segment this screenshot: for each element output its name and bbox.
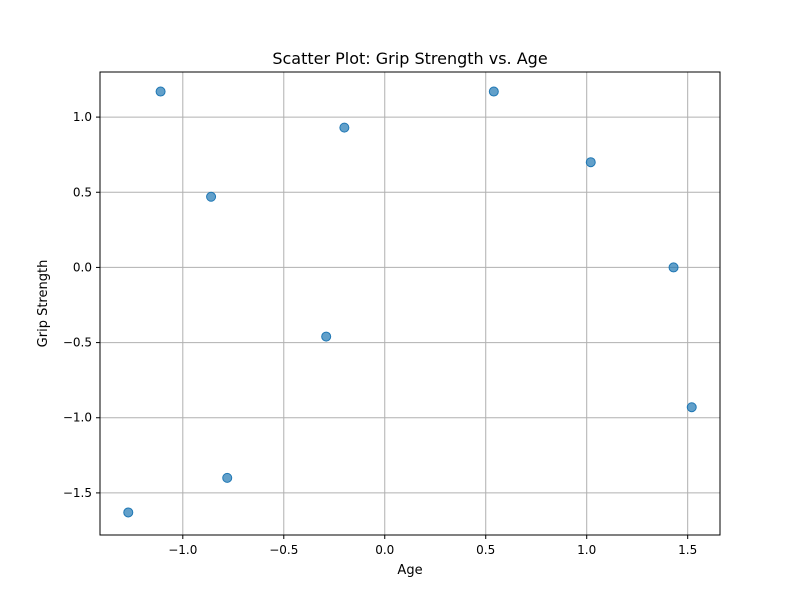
x-tick-label: −1.0 <box>168 543 197 557</box>
y-axis-label: Grip Strength <box>36 260 51 348</box>
chart-title: Scatter Plot: Grip Strength vs. Age <box>272 49 547 68</box>
x-tick-label: 0.0 <box>375 543 394 557</box>
plot-frame <box>99 71 721 536</box>
data-point <box>488 86 499 97</box>
x-tick-label: 1.0 <box>577 543 596 557</box>
data-point <box>686 402 697 413</box>
data-point <box>339 122 350 133</box>
y-axis-ticks: −1.5 −1.0 −0.5 0.0 0.5 1.0 <box>63 110 100 500</box>
y-tick-label: −1.5 <box>63 486 92 500</box>
y-tick-label: 1.0 <box>73 110 92 124</box>
data-point <box>321 331 332 342</box>
y-tick-label: −0.5 <box>63 336 92 350</box>
x-tick-label: 1.5 <box>678 543 697 557</box>
x-axis-label: Age <box>397 563 422 578</box>
data-point <box>222 472 233 483</box>
x-tick-label: −0.5 <box>269 543 298 557</box>
y-tick-label: 0.5 <box>73 185 92 199</box>
data-point <box>585 157 596 168</box>
x-tick-label: 0.5 <box>476 543 495 557</box>
y-tick-label: 0.0 <box>73 260 92 274</box>
y-tick-label: −1.0 <box>63 411 92 425</box>
x-axis-ticks: −1.0 −0.5 0.0 0.5 1.0 1.5 <box>168 535 697 557</box>
data-point <box>155 86 166 97</box>
data-points <box>123 86 697 518</box>
data-point <box>123 507 134 518</box>
data-point <box>206 191 217 202</box>
data-point <box>668 262 679 273</box>
gridlines <box>100 72 720 535</box>
